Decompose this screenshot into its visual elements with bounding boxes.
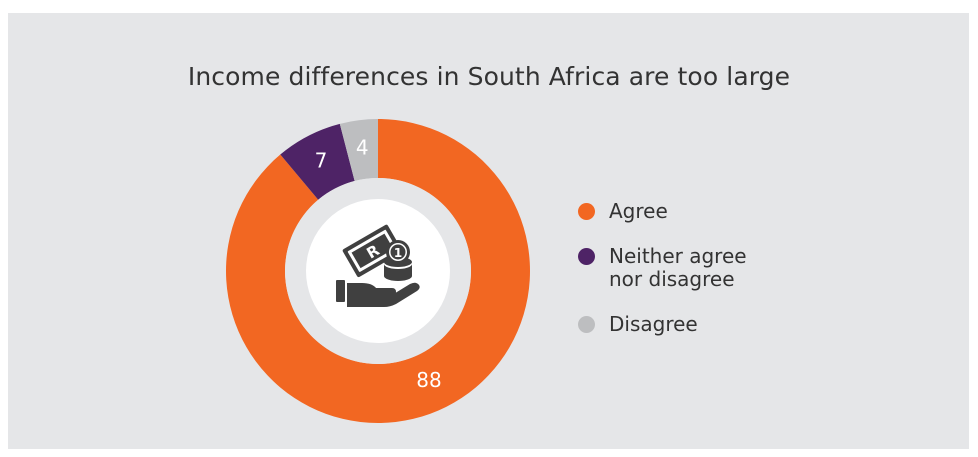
donut-slice-agree [226,119,531,423]
legend-label-neither: Neither agree nor disagree [609,244,747,291]
donut-slice-labels: 88 7 4 [315,136,442,392]
legend-swatch-agree [578,203,595,220]
chart-legend: Agree Neither agree nor disagree Disagre… [578,200,747,358]
data-label-neither: 7 [315,148,328,172]
donut-center-circle [306,199,450,343]
donut-slices [226,119,531,423]
svg-text:1: 1 [394,246,402,260]
legend-label-disagree: Disagree [609,312,698,336]
data-label-disagree: 4 [356,136,369,160]
legend-item-agree: Agree [578,200,747,223]
legend-item-disagree: Disagree [578,313,747,336]
legend-swatch-neither [578,248,595,265]
legend-swatch-disagree [578,316,595,333]
donut-slice-disagree [339,119,378,181]
donut-slice-neither [280,123,355,200]
legend-item-neither: Neither agree nor disagree [578,245,747,291]
chart-title: Income differences in South Africa are t… [187,62,791,91]
data-label-agree: 88 [416,368,441,392]
legend-label-agree: Agree [609,199,668,223]
hand-with-money-icon: R 1 [336,224,420,307]
